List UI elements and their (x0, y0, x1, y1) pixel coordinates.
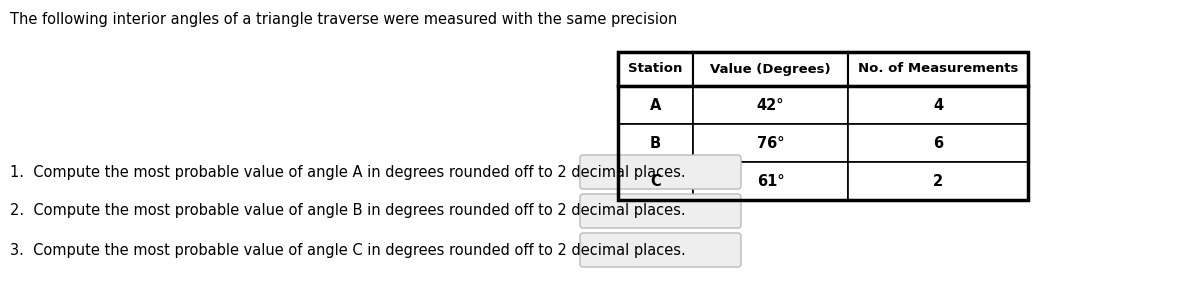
Text: B: B (650, 136, 661, 151)
Bar (694, 86, 848, 124)
Bar (848, 86, 1028, 124)
Text: 1.  Compute the most probable value of angle A in degrees rounded off to 2 decim: 1. Compute the most probable value of an… (10, 164, 685, 179)
Text: Value (Degrees): Value (Degrees) (710, 62, 830, 75)
Text: 6: 6 (932, 136, 943, 151)
Bar (618, 124, 694, 162)
Text: The following interior angles of a triangle traverse were measured with the same: The following interior angles of a trian… (10, 12, 677, 27)
Text: 76°: 76° (757, 136, 785, 151)
Bar (848, 52, 1028, 86)
Bar (618, 86, 694, 124)
Text: 61°: 61° (757, 173, 785, 188)
FancyBboxPatch shape (580, 194, 742, 228)
Text: 2.  Compute the most probable value of angle B in degrees rounded off to 2 decim: 2. Compute the most probable value of an… (10, 203, 685, 218)
Text: 4: 4 (932, 97, 943, 112)
Bar (694, 162, 848, 200)
Text: C: C (650, 173, 661, 188)
Bar (848, 162, 1028, 200)
FancyBboxPatch shape (580, 155, 742, 189)
Bar (694, 124, 848, 162)
Bar (618, 52, 694, 86)
Text: A: A (650, 97, 661, 112)
Text: No. of Measurements: No. of Measurements (858, 62, 1018, 75)
Text: 3.  Compute the most probable value of angle C in degrees rounded off to 2 decim: 3. Compute the most probable value of an… (10, 242, 685, 257)
FancyBboxPatch shape (580, 233, 742, 267)
Bar (694, 52, 848, 86)
Bar (848, 124, 1028, 162)
Bar (618, 52, 1028, 200)
Text: Station: Station (629, 62, 683, 75)
Text: 2: 2 (932, 173, 943, 188)
Bar (618, 162, 694, 200)
Text: 42°: 42° (757, 97, 785, 112)
